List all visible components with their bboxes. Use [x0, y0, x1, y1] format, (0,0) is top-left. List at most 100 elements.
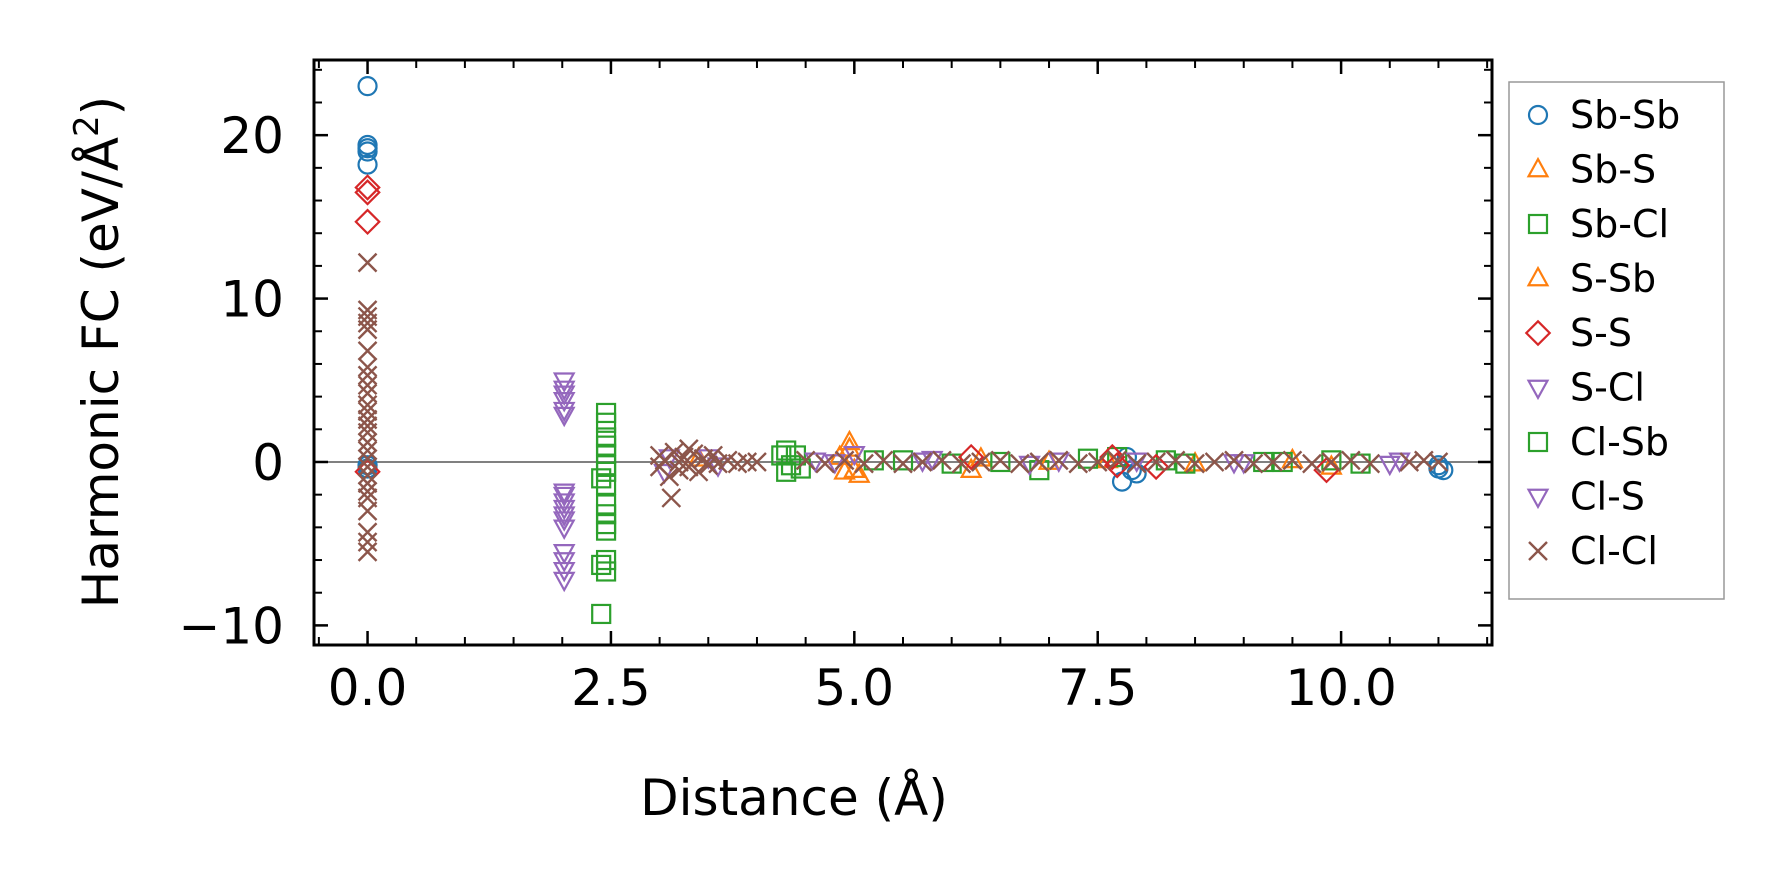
- data-point: [552, 406, 576, 428]
- data-point: [957, 443, 985, 471]
- data-point: [683, 443, 704, 464]
- data-point: [552, 392, 576, 413]
- legend-label: S-S: [1570, 311, 1632, 355]
- data-point: [771, 445, 792, 466]
- data-point: [838, 429, 861, 451]
- data-point: [873, 450, 894, 471]
- data-point: [357, 440, 378, 461]
- legend-label: Sb-Sb: [1570, 93, 1680, 137]
- data-point: [1103, 451, 1131, 479]
- data-point: [911, 452, 934, 473]
- data-point: [790, 458, 811, 479]
- legend-marker: [1526, 265, 1550, 287]
- data-point: [1378, 455, 1402, 477]
- data-point: [357, 542, 378, 562]
- legend-marker: [1524, 319, 1552, 347]
- data-point: [688, 461, 709, 482]
- data-point: [357, 416, 378, 436]
- data-point: [1107, 450, 1128, 471]
- data-point: [1142, 453, 1170, 481]
- data-point: [357, 522, 378, 543]
- data-point: [357, 319, 378, 340]
- data-point: [1222, 454, 1246, 475]
- data-point: [552, 486, 576, 508]
- data-point: [357, 357, 378, 378]
- data-point: [552, 401, 576, 423]
- legend-frame: [1508, 81, 1725, 600]
- data-point: [354, 179, 381, 206]
- data-point: [357, 76, 378, 97]
- data-point: [354, 208, 381, 236]
- legend-marker: [1527, 104, 1549, 126]
- data-point: [595, 561, 617, 582]
- data-point: [591, 468, 612, 489]
- data-point: [815, 453, 835, 474]
- data-point: [357, 448, 378, 469]
- data-point: [552, 561, 576, 583]
- data-point: [951, 453, 972, 474]
- x-tick-label: 10.0: [1285, 659, 1396, 717]
- data-point: [1428, 452, 1449, 472]
- data-point: [1068, 453, 1089, 474]
- data-point: [357, 375, 378, 396]
- data-point: [653, 463, 676, 485]
- data-point: [1077, 448, 1099, 469]
- series-cl-cl: [357, 252, 1449, 562]
- data-point: [737, 452, 758, 472]
- data-point: [747, 452, 767, 472]
- data-point: [357, 465, 378, 485]
- legend-marker: [1526, 488, 1550, 510]
- data-point: [552, 385, 576, 406]
- x-tick-label: 7.5: [1058, 659, 1138, 717]
- data-point: [990, 450, 1011, 471]
- y-tick-label: 20: [220, 107, 284, 165]
- legend-label: Cl-Cl: [1570, 529, 1658, 573]
- x-tick-label: 2.5: [571, 659, 651, 717]
- data-point: [354, 174, 381, 201]
- data-point: [357, 401, 378, 422]
- series-sb-sb: [357, 76, 1454, 492]
- y-tick-label: 10: [220, 271, 284, 329]
- y-axis-label-main: Harmonic FC (eV/Å: [72, 137, 130, 608]
- data-point: [552, 483, 576, 505]
- data-point: [595, 461, 617, 482]
- data-point: [595, 474, 617, 495]
- data-points: [354, 76, 1454, 625]
- data-point: [1126, 463, 1147, 484]
- data-point: [357, 481, 378, 502]
- data-point: [357, 532, 378, 552]
- data-point: [1263, 452, 1283, 472]
- data-point: [595, 455, 617, 476]
- data-point: [854, 453, 874, 474]
- data-point: [678, 457, 699, 477]
- data-point: [357, 422, 378, 443]
- data-point: [357, 501, 378, 521]
- data-point: [1321, 452, 1342, 472]
- data-point: [591, 554, 612, 576]
- legend-marker: [1527, 213, 1549, 235]
- data-point: [552, 506, 576, 527]
- data-point: [1047, 452, 1071, 473]
- data-point: [357, 365, 378, 386]
- data-point: [661, 488, 682, 508]
- data-point: [1433, 460, 1454, 481]
- legend-label: Cl-Sb: [1570, 420, 1669, 464]
- data-point: [1388, 452, 1411, 473]
- data-point: [1302, 453, 1322, 474]
- data-point: [893, 453, 913, 474]
- x-tick-label: 0.0: [328, 659, 408, 717]
- data-point: [1282, 450, 1303, 471]
- data-point: [552, 571, 576, 593]
- data-point: [357, 432, 378, 453]
- data-point: [552, 380, 576, 402]
- data-point: [357, 252, 378, 273]
- legend-marker: [1527, 431, 1549, 453]
- data-point: [1009, 453, 1030, 474]
- legend-marker: [1526, 379, 1550, 401]
- data-point: [795, 450, 816, 471]
- series-s-cl: [552, 372, 1402, 593]
- data-point: [595, 412, 617, 433]
- y-axis-label-close: ): [72, 96, 130, 116]
- data-point: [552, 552, 576, 573]
